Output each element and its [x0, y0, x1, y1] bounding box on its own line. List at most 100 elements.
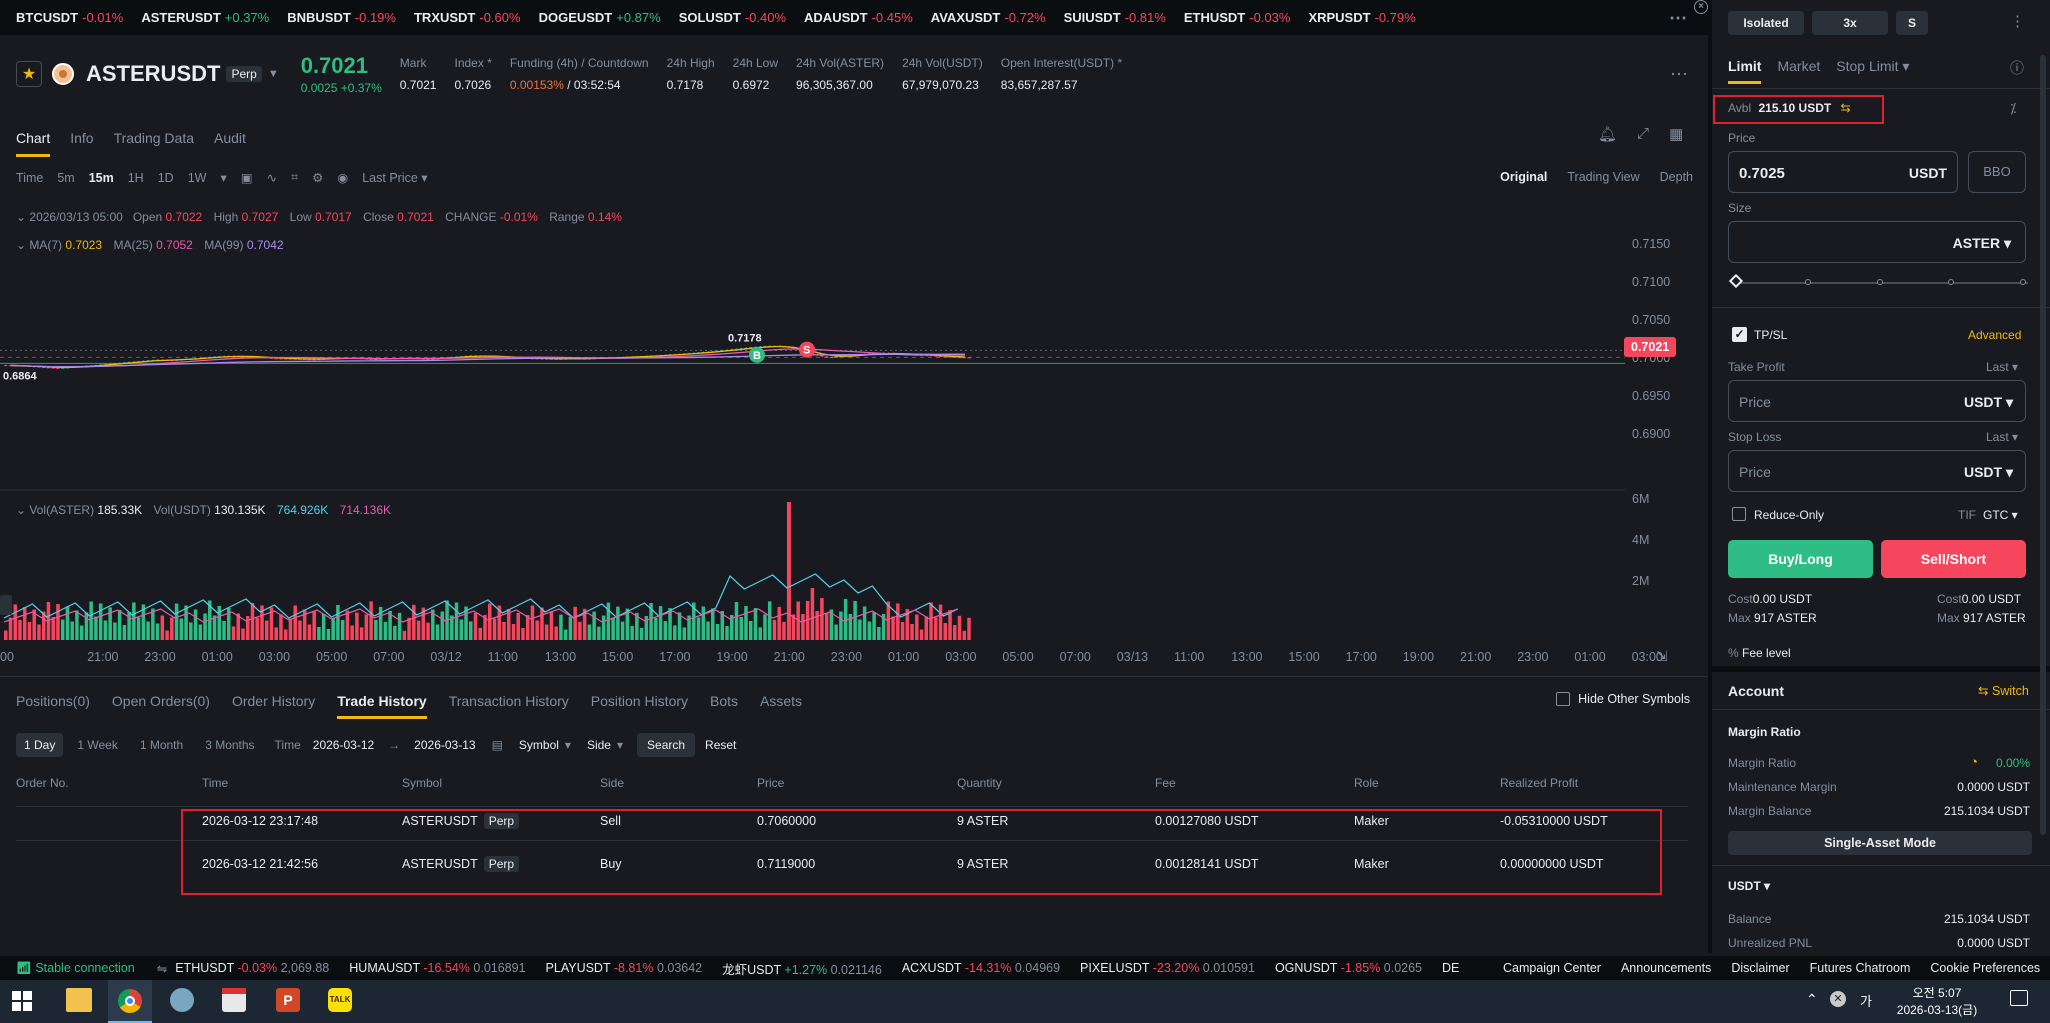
scale-icon[interactable]: ⇲ — [1656, 648, 1668, 664]
app-icon[interactable] — [170, 988, 194, 1012]
ticker-item[interactable]: AVAXUSDT -0.72% — [931, 10, 1046, 25]
asset-select[interactable]: USDT ▾ — [1728, 879, 1771, 893]
indicator-icon[interactable]: ∿ — [266, 171, 278, 185]
bottom-ticker-item[interactable]: OGNUSDT -1.85% 0.0265 — [1275, 961, 1422, 975]
order-type-market[interactable]: Market — [1777, 58, 1821, 74]
file-explorer-icon[interactable] — [66, 988, 92, 1012]
grid-icon[interactable]: ▦ — [1669, 126, 1684, 143]
interval-time[interactable]: Time — [16, 170, 44, 185]
status-icon[interactable]: ✕ — [1830, 991, 1846, 1007]
advanced-link[interactable]: Advanced — [1968, 328, 2022, 342]
bottom-ticker-item[interactable]: 龙虾USDT +1.27% 0.021146 — [722, 959, 882, 978]
tab-audit[interactable]: Audit — [214, 130, 246, 146]
tab-bots[interactable]: Bots — [710, 693, 739, 709]
price-chart[interactable]: 0.7178 0.6864 B S — [0, 190, 1625, 650]
scrollbar[interactable] — [2040, 55, 2046, 835]
tab-info[interactable]: Info — [70, 130, 94, 146]
sl-trigger-select[interactable]: Last ▾ — [1986, 430, 2019, 444]
expand-icon[interactable]: ⤢ — [1637, 125, 1650, 142]
price-input[interactable]: 0.7025 USDT — [1728, 151, 1958, 193]
ticker-item[interactable]: ADAUSDT -0.45% — [804, 10, 913, 25]
calendar-app-icon[interactable] — [222, 988, 246, 1012]
calendar-icon[interactable]: ▤ — [491, 738, 503, 752]
reduce-only-checkbox[interactable] — [1732, 507, 1746, 521]
favorite-star-icon[interactable]: ★ — [16, 61, 42, 87]
bottom-ticker-item[interactable]: PLAYUSDT -8.81% 0.03642 — [546, 961, 703, 975]
tab-openorders[interactable]: Open Orders(0) — [111, 693, 210, 709]
chevron-up-icon[interactable]: ⌃ — [1806, 991, 1818, 1007]
footer-link[interactable]: Cookie Preferences — [1930, 961, 2041, 975]
transfer-icon[interactable]: ⇆ — [1840, 101, 1851, 115]
bottom-ticker-item[interactable]: ACXUSDT -14.31% 0.04969 — [902, 961, 1060, 975]
interval-1d[interactable]: 1D — [157, 170, 174, 185]
notification-icon[interactable] — [2010, 990, 2028, 1006]
ticker-item[interactable]: ETHUSDT -0.03% — [1184, 10, 1291, 25]
tif-select[interactable]: GTC ▾ — [1983, 508, 2018, 522]
leverage-button[interactable]: 3x — [1812, 11, 1888, 35]
asset-mode-button[interactable]: S — [1896, 11, 1928, 35]
date-to[interactable]: 2026-03-13 — [414, 738, 476, 752]
view-depth[interactable]: Depth — [1659, 170, 1693, 184]
fee-level-link[interactable]: % Fee level — [1728, 646, 1791, 660]
settings-icon[interactable]: ⚙ — [312, 171, 324, 185]
bottom-ticker-item[interactable]: PIXELUSDT -23.20% 0.010591 — [1080, 961, 1255, 975]
switch-link[interactable]: ⇆ Switch — [1978, 684, 2029, 698]
calculator-icon[interactable]: ⁒ — [2010, 100, 2017, 116]
footer-link[interactable]: Campaign Center — [1503, 961, 1601, 975]
tpsl-checkbox[interactable]: ✓ — [1732, 327, 1747, 342]
range-1-day[interactable]: 1 Day — [16, 733, 64, 757]
bbo-button[interactable]: BBO — [1968, 151, 2026, 193]
chevron-down-icon[interactable]: ▼ — [267, 68, 279, 80]
date-from[interactable]: 2026-03-12 — [312, 738, 375, 752]
buy-long-button[interactable]: Buy/Long — [1728, 540, 1873, 578]
order-type-stop-limit[interactable]: Stop Limit ▾ — [1836, 58, 1910, 74]
sell-short-button[interactable]: Sell/Short — [1881, 540, 2026, 578]
more-icon[interactable]: ⋮ — [2010, 13, 2025, 30]
ticker-item[interactable]: ASTERUSDT +0.37% — [141, 10, 269, 25]
ime-icon[interactable]: 가 — [1860, 994, 1872, 1009]
bottom-ticker-item[interactable]: ETHUSDT -0.03% 2,069.88 — [175, 961, 329, 975]
table-row[interactable]: 2026-03-12 21:42:56 ASTERUSDT Perp Buy 0.711… — [0, 856, 1700, 877]
interval-15m[interactable]: 15m — [88, 170, 114, 185]
ticker-item[interactable]: SUIUSDT -0.81% — [1064, 10, 1166, 25]
info-icon[interactable]: ⓘ — [2010, 60, 2024, 76]
close-icon[interactable]: × — [1694, 0, 1708, 14]
range-3-months[interactable]: 3 Months — [205, 738, 255, 752]
symbol-filter[interactable]: Symbol — [518, 738, 559, 752]
bottom-ticker-item[interactable]: HUMAUSDT -16.54% 0.016891 — [349, 961, 525, 975]
search-button[interactable]: Search — [637, 733, 696, 757]
size-unit[interactable]: ASTER ▾ — [1952, 235, 2011, 251]
range-1-month[interactable]: 1 Month — [139, 738, 184, 752]
tp-unit[interactable]: USDT ▾ — [1963, 394, 2013, 410]
hide-other-checkbox[interactable] — [1556, 692, 1571, 706]
single-asset-mode-button[interactable]: Single-Asset Mode — [1728, 831, 2032, 855]
interval-1w[interactable]: 1W — [187, 170, 207, 185]
interval-5m[interactable]: 5m — [57, 170, 75, 185]
tp-trigger-select[interactable]: Last ▾ — [1986, 360, 2019, 374]
tab-positionhistory[interactable]: Position History — [590, 693, 689, 709]
tab-orderhistory[interactable]: Order History — [231, 693, 316, 709]
bottom-ticker-item[interactable]: DE — [1442, 961, 1459, 975]
chart-type-icon[interactable]: ⌗ — [291, 170, 299, 184]
tab-chart[interactable]: Chart — [16, 130, 51, 157]
size-input[interactable]: ASTER ▾ — [1728, 221, 2026, 263]
bell-icon[interactable]: 🔔︎ — [1598, 126, 1618, 143]
chrome-taskbar-item[interactable] — [108, 980, 152, 1023]
ticker-item[interactable]: XRPUSDT -0.79% — [1308, 10, 1415, 25]
view-trading-view[interactable]: Trading View — [1567, 170, 1640, 184]
powerpoint-icon[interactable]: P — [276, 988, 300, 1012]
margin-mode-button[interactable]: Isolated — [1728, 11, 1804, 35]
replay-icon[interactable]: ◉ — [337, 171, 349, 185]
calendar-icon[interactable]: ▣ — [240, 171, 253, 185]
more-icon[interactable]: ⋯ — [1669, 8, 1688, 28]
settings-icon[interactable]: ⇋ — [156, 961, 168, 976]
footer-link[interactable]: Announcements — [1620, 961, 1712, 975]
footer-link[interactable]: Futures Chatroom — [1809, 961, 1911, 975]
stop-loss-input[interactable]: Price USDT ▾ — [1728, 450, 2026, 492]
ticker-item[interactable]: SOLUSDT -0.40% — [679, 10, 786, 25]
reset-button[interactable]: Reset — [705, 738, 737, 752]
side-filter[interactable]: Side — [586, 738, 611, 752]
footer-link[interactable]: Disclaimer — [1731, 961, 1790, 975]
tab-transactionhistory[interactable]: Transaction History — [448, 693, 569, 709]
tab-tradehistory[interactable]: Trade History — [337, 693, 427, 719]
